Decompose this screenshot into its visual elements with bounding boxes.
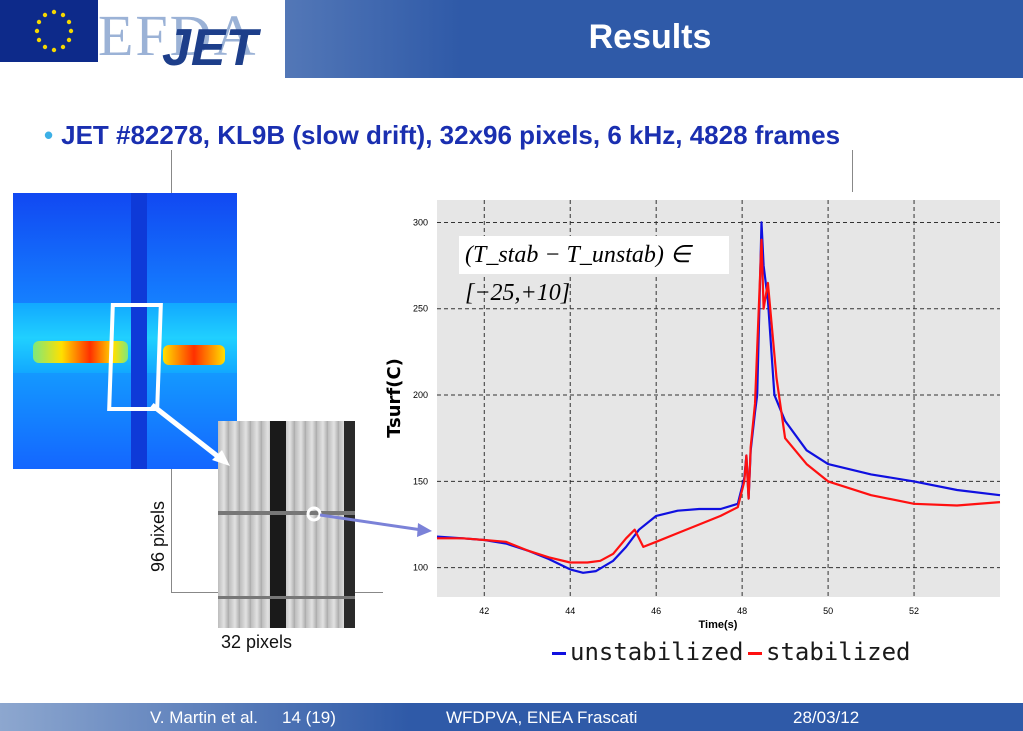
tile-seam	[218, 596, 355, 599]
zoom-connector-line	[150, 403, 227, 464]
series-group	[436, 221, 1001, 574]
probe-connector-arrowhead	[417, 523, 432, 537]
logo-jet: JET	[162, 19, 258, 77]
y-axis-label: Tsurf(C)	[384, 358, 405, 438]
eu-stars-icon	[34, 9, 74, 53]
x-tick-label: 50	[823, 606, 833, 616]
logo-area: EFDA JET	[0, 0, 285, 78]
tile-seam	[218, 511, 355, 515]
legend-unstabilized: unstabilized	[552, 638, 743, 667]
width-label: 32 pixels	[221, 632, 293, 652]
zoom-connector-arrowhead	[212, 450, 230, 466]
footer-page: 14 (19)	[282, 708, 336, 727]
bullet-icon: •	[44, 120, 54, 150]
y-tick-label: 200	[413, 390, 428, 400]
legend-swatch-stabilized	[748, 652, 762, 656]
legend-label-unstabilized: unstabilized	[570, 638, 744, 666]
probe-connector-line	[319, 513, 423, 532]
x-tick-label: 44	[565, 606, 575, 616]
legend-label-stabilized: stabilized	[766, 638, 911, 666]
infrared-camera-image	[13, 193, 237, 469]
probe-marker	[306, 506, 322, 522]
bullet-text-block: • JET #82278, KL9B (slow drift), 32x96 pi…	[44, 120, 840, 151]
y-tick-labels: 100 150 200 250 300	[413, 217, 428, 572]
x-tick-label: 46	[651, 606, 661, 616]
x-tick-label: 48	[737, 606, 747, 616]
y-tick-label: 250	[413, 304, 428, 314]
x-axis-label: Time(s)	[699, 619, 738, 631]
dark-gap	[270, 421, 286, 628]
page-title: Results	[588, 18, 712, 56]
guide-line-left	[171, 150, 172, 194]
legend-stabilized: stabilized	[748, 638, 911, 667]
y-tick-label: 100	[413, 563, 428, 573]
hot-spot-right	[163, 345, 225, 365]
footer-event: WFDPVA, ENEA Frascati	[446, 708, 638, 727]
dark-edge	[344, 421, 355, 628]
bullet-text: JET #82278, KL9B (slow drift), 32x96 pix…	[61, 120, 841, 150]
legend-swatch-unstabilized	[552, 652, 566, 656]
y-tick-label: 150	[413, 476, 428, 486]
hot-spot-left	[33, 341, 128, 363]
x-tick-labels: 42 44 46 48 50 52	[479, 606, 919, 616]
series-line-stabilized	[437, 238, 1001, 564]
footer-date: 28/03/12	[793, 708, 860, 727]
eu-flag-icon	[0, 0, 98, 62]
logo-efda: EFDA	[98, 3, 258, 68]
zoomed-region-image	[218, 421, 355, 628]
footer-author: V. Martin et al.	[150, 708, 259, 727]
x-tick-label: 42	[479, 606, 489, 616]
equation-box: (T_stab − T_unstab) ∈ [−25,+10]	[459, 236, 729, 306]
x-tick-label: 52	[909, 606, 919, 616]
guide-line-bottom-v	[171, 469, 172, 592]
slide-footer: V. Martin et al. 14 (19) WFDPVA, ENEA Fr…	[0, 703, 1023, 731]
y-tick-label: 300	[413, 217, 428, 227]
vertical-gap	[131, 193, 147, 469]
guide-line-right	[852, 150, 853, 192]
